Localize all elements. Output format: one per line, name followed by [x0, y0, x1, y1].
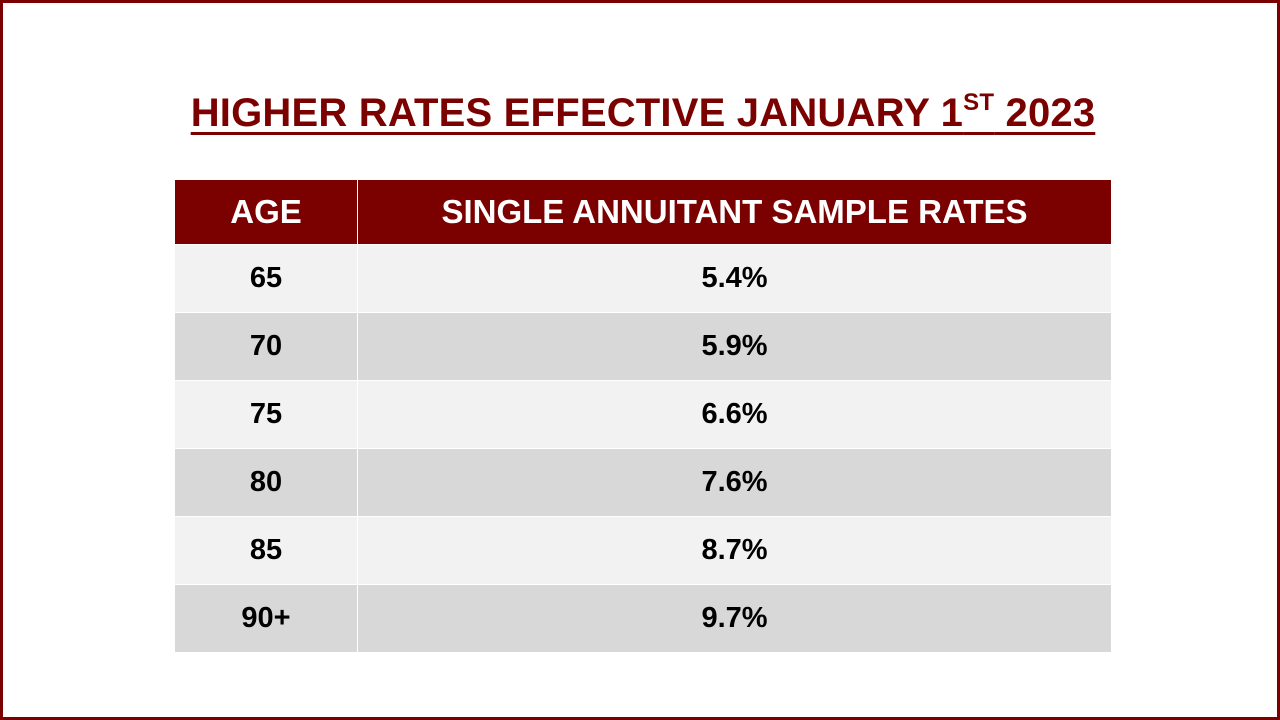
title-text: HIGHER RATES EFFECTIVE JANUARY 1ST 2023	[191, 87, 1096, 139]
cell-rate: 8.7%	[357, 516, 1111, 585]
table-row: 70 5.9%	[175, 312, 1111, 381]
table-row: 90+ 9.7%	[175, 584, 1111, 652]
cell-age: 70	[175, 312, 358, 381]
header-age: AGE	[175, 180, 358, 245]
table-row: 75 6.6%	[175, 380, 1111, 449]
table-row: 65 5.4%	[175, 244, 1111, 313]
cell-age: 85	[175, 516, 358, 585]
cell-age: 90+	[175, 584, 358, 652]
title-year: 2023	[994, 91, 1096, 135]
cell-age: 80	[175, 448, 358, 517]
cell-rate: 7.6%	[357, 448, 1111, 517]
cell-rate: 5.4%	[357, 244, 1111, 313]
table-row: 85 8.7%	[175, 516, 1111, 585]
title-superscript: ST	[963, 88, 995, 116]
table-header-row: AGE SINGLE ANNUITANT SAMPLE RATES	[175, 180, 1111, 245]
cell-age: 65	[175, 244, 358, 313]
table-row: 80 7.6%	[175, 448, 1111, 517]
cell-rate: 6.6%	[357, 380, 1111, 449]
cell-rate: 9.7%	[357, 584, 1111, 652]
cell-rate: 5.9%	[357, 312, 1111, 381]
rates-table: AGE SINGLE ANNUITANT SAMPLE RATES 65 5.4…	[175, 180, 1111, 652]
slide-title: HIGHER RATES EFFECTIVE JANUARY 1ST 2023	[3, 87, 1280, 139]
cell-age: 75	[175, 380, 358, 449]
title-main: HIGHER RATES EFFECTIVE JANUARY 1	[190, 91, 964, 135]
header-rates: SINGLE ANNUITANT SAMPLE RATES	[357, 180, 1111, 245]
